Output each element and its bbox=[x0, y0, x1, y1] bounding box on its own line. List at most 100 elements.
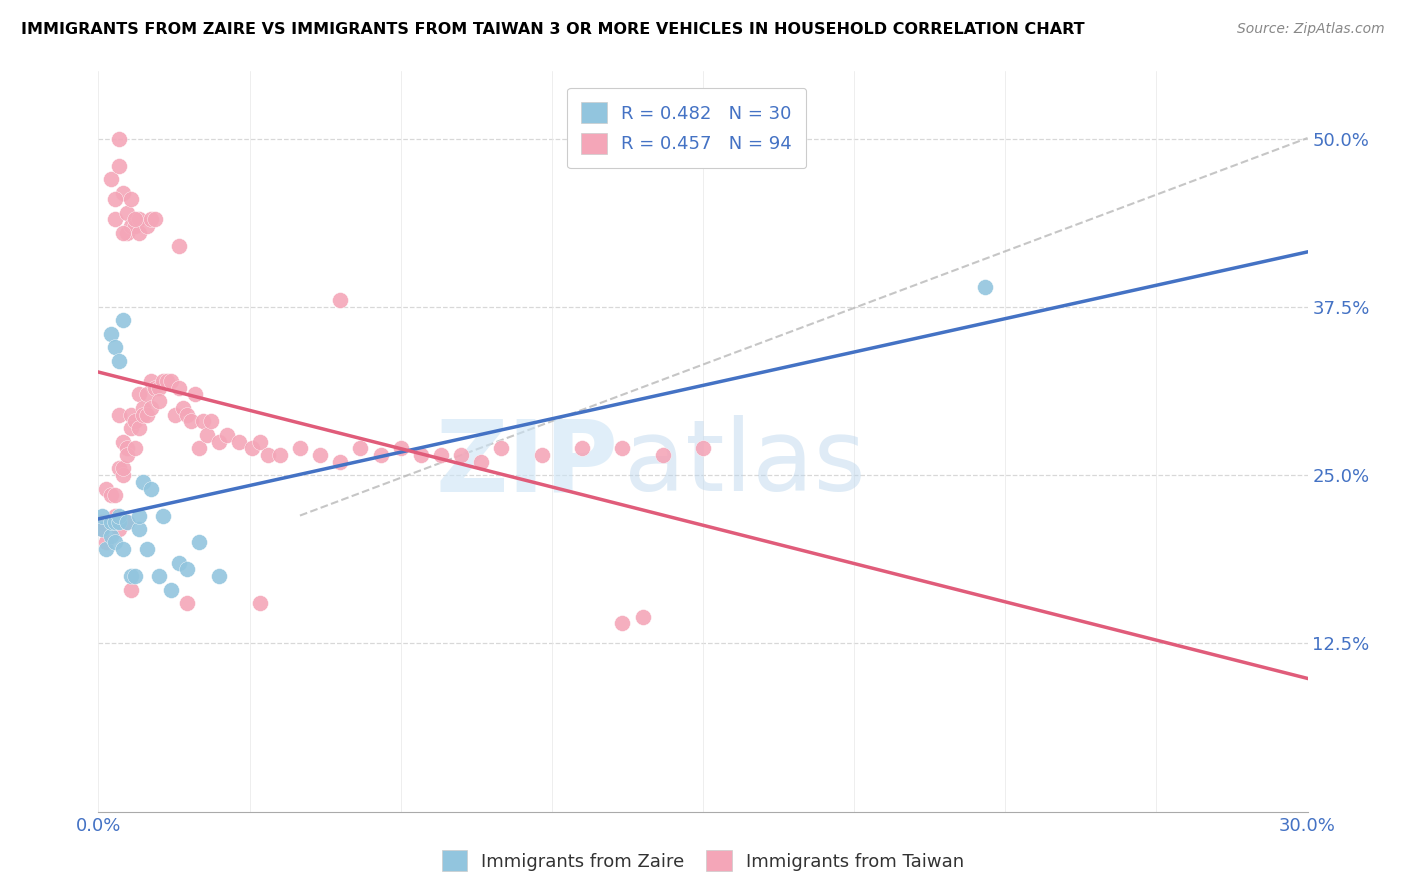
Point bbox=[612, 442, 634, 456]
Point bbox=[111, 468, 134, 483]
Point bbox=[249, 596, 271, 610]
Point bbox=[115, 516, 138, 530]
Point bbox=[571, 442, 593, 456]
Point bbox=[107, 522, 129, 536]
Text: atlas: atlas bbox=[624, 416, 866, 512]
Point bbox=[107, 461, 129, 475]
Point bbox=[124, 414, 146, 428]
Point bbox=[132, 408, 155, 422]
Point bbox=[120, 569, 142, 583]
Point bbox=[491, 442, 513, 456]
Point bbox=[228, 434, 250, 449]
Point bbox=[139, 401, 162, 415]
Point bbox=[188, 442, 211, 456]
Point bbox=[974, 279, 997, 293]
Point bbox=[103, 192, 125, 206]
Point bbox=[91, 516, 114, 530]
Point bbox=[180, 414, 202, 428]
Point bbox=[120, 421, 142, 435]
Point bbox=[128, 226, 150, 240]
Point bbox=[349, 442, 371, 456]
Point bbox=[139, 212, 162, 227]
Point bbox=[135, 387, 157, 401]
Point bbox=[115, 448, 138, 462]
Point bbox=[156, 374, 179, 388]
Point bbox=[103, 340, 125, 354]
Point bbox=[172, 401, 194, 415]
Point bbox=[631, 609, 654, 624]
Point bbox=[103, 212, 125, 227]
Text: Source: ZipAtlas.com: Source: ZipAtlas.com bbox=[1237, 22, 1385, 37]
Point bbox=[193, 414, 215, 428]
Point bbox=[309, 448, 332, 462]
Point bbox=[139, 482, 162, 496]
Point bbox=[329, 293, 352, 308]
Point bbox=[167, 556, 190, 570]
Point bbox=[651, 448, 673, 462]
Point bbox=[128, 212, 150, 227]
Point bbox=[152, 374, 174, 388]
Point bbox=[329, 455, 352, 469]
Point bbox=[160, 582, 183, 597]
Point bbox=[91, 522, 114, 536]
Point bbox=[163, 408, 186, 422]
Point bbox=[103, 508, 125, 523]
Point bbox=[120, 192, 142, 206]
Point bbox=[107, 353, 129, 368]
Point bbox=[124, 569, 146, 583]
Point bbox=[100, 529, 122, 543]
Point bbox=[107, 159, 129, 173]
Point bbox=[240, 442, 263, 456]
Point bbox=[124, 219, 146, 234]
Point bbox=[148, 381, 170, 395]
Point bbox=[124, 442, 146, 456]
Point bbox=[208, 434, 231, 449]
Point bbox=[107, 408, 129, 422]
Point bbox=[176, 596, 198, 610]
Point bbox=[148, 394, 170, 409]
Point bbox=[167, 239, 190, 253]
Point bbox=[450, 448, 472, 462]
Point bbox=[249, 434, 271, 449]
Point bbox=[430, 448, 453, 462]
Point bbox=[103, 488, 125, 502]
Point bbox=[370, 448, 392, 462]
Point bbox=[470, 455, 492, 469]
Point bbox=[389, 442, 412, 456]
Point bbox=[111, 542, 134, 557]
Point bbox=[135, 408, 157, 422]
Point bbox=[103, 535, 125, 549]
Text: ZIP: ZIP bbox=[436, 416, 619, 512]
Point bbox=[100, 488, 122, 502]
Legend: Immigrants from Zaire, Immigrants from Taiwan: Immigrants from Zaire, Immigrants from T… bbox=[434, 843, 972, 879]
Point bbox=[91, 508, 114, 523]
Point bbox=[188, 535, 211, 549]
Point bbox=[143, 381, 166, 395]
Point bbox=[132, 401, 155, 415]
Point bbox=[128, 508, 150, 523]
Point bbox=[143, 212, 166, 227]
Point bbox=[91, 522, 114, 536]
Text: IMMIGRANTS FROM ZAIRE VS IMMIGRANTS FROM TAIWAN 3 OR MORE VEHICLES IN HOUSEHOLD : IMMIGRANTS FROM ZAIRE VS IMMIGRANTS FROM… bbox=[21, 22, 1084, 37]
Point bbox=[184, 387, 207, 401]
Point bbox=[115, 205, 138, 219]
Point bbox=[107, 516, 129, 530]
Point bbox=[120, 408, 142, 422]
Point bbox=[128, 421, 150, 435]
Point bbox=[176, 562, 198, 576]
Point bbox=[100, 172, 122, 186]
Point bbox=[195, 427, 218, 442]
Point bbox=[217, 427, 239, 442]
Point bbox=[111, 226, 134, 240]
Point bbox=[115, 226, 138, 240]
Point bbox=[120, 219, 142, 234]
Point bbox=[128, 387, 150, 401]
Point bbox=[269, 448, 291, 462]
Point bbox=[103, 516, 125, 530]
Point bbox=[409, 448, 432, 462]
Point bbox=[111, 313, 134, 327]
Point bbox=[120, 582, 142, 597]
Point bbox=[288, 442, 311, 456]
Point bbox=[107, 508, 129, 523]
Point bbox=[200, 414, 222, 428]
